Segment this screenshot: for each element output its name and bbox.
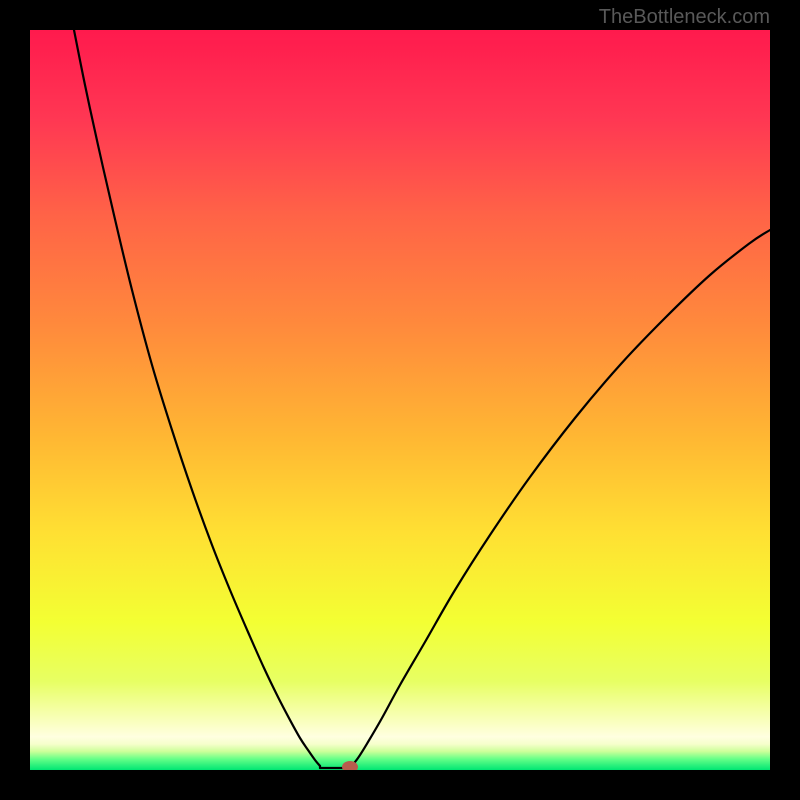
curve-left	[74, 30, 320, 766]
plot-area	[30, 30, 770, 770]
watermark-text: TheBottleneck.com	[599, 6, 770, 29]
chart-frame: TheBottleneck.com	[0, 0, 800, 800]
curve-overlay	[30, 30, 770, 770]
curve-right	[350, 230, 770, 768]
